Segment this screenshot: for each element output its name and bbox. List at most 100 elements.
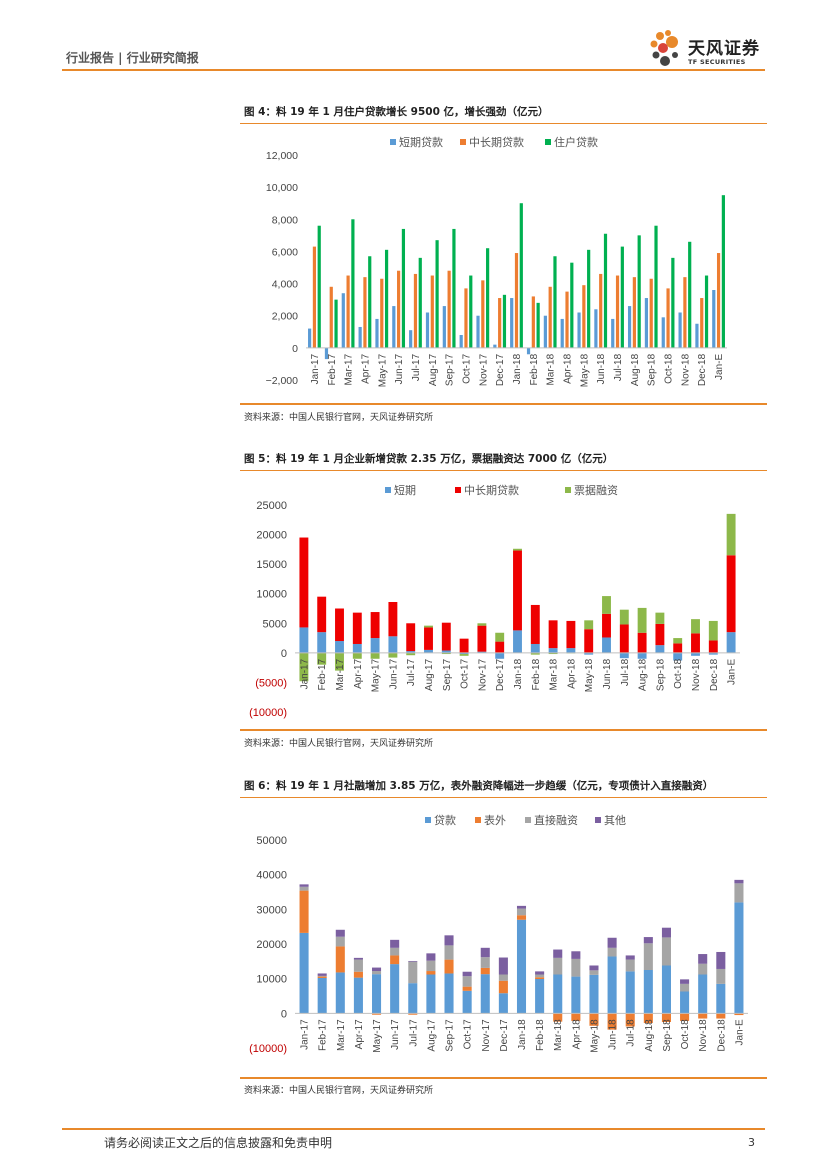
bar	[324, 347, 329, 360]
bar-segment	[625, 955, 635, 960]
bar-segment	[655, 623, 665, 646]
bar	[363, 277, 367, 348]
x-tick-label: Aug-17	[426, 1019, 437, 1052]
bar-segment	[584, 620, 594, 630]
bar-segment	[726, 555, 736, 633]
x-tick-label: May-17	[372, 1019, 383, 1053]
x-tick-label: Nov-18	[691, 658, 702, 691]
x-tick-label: Aug-17	[428, 353, 439, 386]
bar	[308, 328, 312, 348]
x-tick-label: Jun-17	[394, 353, 405, 384]
x-tick-label: Jul-17	[406, 658, 417, 686]
x-tick-label: Mar-17	[344, 353, 355, 385]
y-tick-label: (10000)	[249, 1043, 287, 1055]
x-tick-label: Jan-E	[714, 354, 725, 380]
x-tick-label: Jan-18	[513, 658, 524, 689]
x-tick-label: Sep-17	[445, 353, 456, 386]
bar-segment	[530, 643, 540, 653]
bar-segment	[462, 986, 472, 991]
bar-segment	[335, 652, 344, 671]
bar-segment	[716, 983, 726, 1014]
bar-segment	[571, 951, 581, 959]
bar-segment	[426, 953, 436, 961]
x-tick-label: Jul-18	[626, 1019, 637, 1047]
bar	[721, 195, 725, 348]
bar-segment	[390, 964, 400, 1014]
bar-segment	[680, 991, 690, 1014]
y-tick-label: 20000	[256, 530, 287, 542]
bar	[481, 280, 485, 348]
y-tick-label: 20000	[256, 939, 287, 951]
bar-segment	[372, 974, 382, 1014]
bar-segment	[673, 652, 683, 661]
bar-segment	[299, 884, 309, 887]
x-tick-label: Oct-18	[680, 1019, 691, 1049]
legend-swatch	[595, 817, 601, 823]
x-tick-label: Jan-17	[310, 353, 321, 384]
bar	[683, 277, 687, 348]
bar-segment	[625, 1013, 635, 1027]
bar	[565, 291, 569, 348]
x-tick-label: May-18	[589, 1019, 600, 1053]
bar-segment	[388, 652, 398, 658]
bar-segment	[637, 632, 647, 653]
bar-segment	[390, 947, 400, 956]
bar	[661, 317, 665, 348]
bar-segment	[619, 652, 629, 659]
bar	[409, 330, 413, 348]
x-tick-label: Jun-18	[602, 658, 613, 689]
x-tick-label: Apr-17	[360, 353, 371, 383]
x-tick-label: Jan-E	[727, 659, 738, 685]
bar-segment	[625, 971, 635, 1014]
bar-segment	[426, 974, 436, 1014]
bar-segment	[299, 890, 309, 933]
bar-segment	[602, 596, 611, 614]
figure-5-source: 资料来源：中国人民银行官网，天风证券研究所	[244, 739, 434, 749]
bar-segment	[553, 1013, 563, 1022]
bar-segment	[680, 983, 690, 992]
bar-segment	[335, 641, 344, 653]
legend-label: 中长期贷款	[464, 483, 519, 497]
legend-label: 短期	[394, 483, 416, 497]
bar-segment	[480, 967, 490, 975]
bar-segment	[661, 927, 671, 938]
bar-segment	[444, 959, 454, 974]
bar-segment	[317, 973, 327, 976]
figure-6-bottom-rule	[240, 1077, 767, 1079]
bar	[442, 306, 446, 348]
bar-segment	[352, 612, 362, 644]
x-tick-label: Apr-18	[566, 658, 577, 688]
figure-6-top-rule	[240, 797, 767, 798]
bar-segment	[370, 612, 380, 639]
figure-6-chart: (10000) 0 10000 20000 30000 40000 50000 贷款 表外 直接融…	[240, 806, 767, 1076]
figure-4-chart-svg: −2,000 0 2,000 4,000 6,000 8,000 10,000 12,000 短…	[266, 135, 727, 387]
legend-swatch	[390, 139, 396, 145]
bar-segment	[317, 652, 327, 665]
y-tick-label: 40000	[256, 870, 287, 882]
x-tick-label: Dec-18	[697, 353, 708, 386]
figure-6-chart-svg: (10000) 0 10000 20000 30000 40000 50000 贷款 表外 直接融…	[249, 813, 748, 1055]
bar	[599, 273, 603, 348]
bar-segment	[480, 957, 490, 968]
bar-segment	[691, 619, 700, 634]
figure-4-title: 图 4：料 19 年 1 月住户贷款增长 9500 亿，增长强劲（亿元）	[244, 106, 549, 118]
bar-segment	[462, 990, 472, 1014]
bar-segment	[353, 971, 363, 978]
bar-segment	[513, 550, 522, 631]
y-tick-label: 25000	[256, 500, 287, 512]
x-tick-label: Jul-18	[620, 658, 631, 686]
y-tick-label: 10,000	[266, 182, 298, 194]
bar	[704, 275, 709, 348]
bar-segment	[673, 638, 683, 644]
bar-segment	[426, 971, 436, 975]
bar-segment	[353, 957, 363, 960]
bar	[346, 275, 350, 348]
bar	[459, 335, 463, 348]
bar-segment	[495, 632, 505, 642]
bar-segment	[726, 632, 736, 653]
y-tick-label: 12,000	[266, 150, 298, 162]
bar	[486, 248, 490, 348]
bar-segment	[498, 974, 508, 981]
bar	[543, 315, 547, 348]
bar-segment	[513, 548, 522, 551]
